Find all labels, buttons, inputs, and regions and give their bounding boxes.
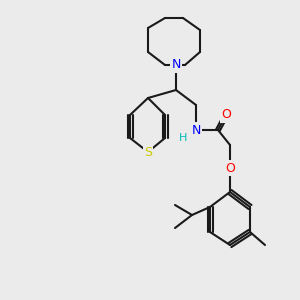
Text: O: O: [221, 109, 231, 122]
Text: O: O: [225, 161, 235, 175]
Text: S: S: [144, 146, 152, 158]
Text: H: H: [179, 133, 187, 143]
Text: N: N: [171, 58, 181, 71]
Text: N: N: [191, 124, 201, 136]
